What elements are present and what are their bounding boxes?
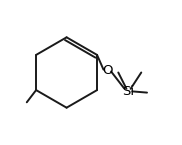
Text: O: O <box>102 64 113 77</box>
Text: Si: Si <box>122 85 134 98</box>
